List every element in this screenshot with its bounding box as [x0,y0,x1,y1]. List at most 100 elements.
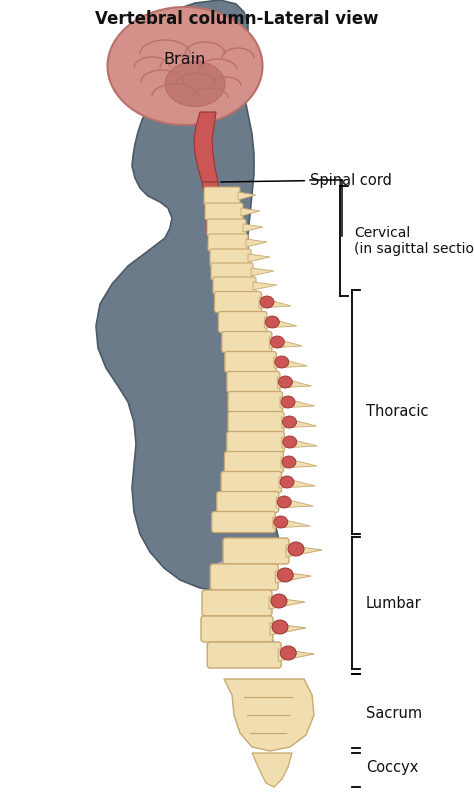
Polygon shape [264,317,297,328]
FancyBboxPatch shape [227,372,280,392]
Ellipse shape [265,316,279,328]
Ellipse shape [234,408,278,416]
Polygon shape [277,377,311,388]
Ellipse shape [209,586,265,595]
Polygon shape [270,623,306,635]
Ellipse shape [108,7,263,125]
Ellipse shape [230,448,278,455]
Polygon shape [273,517,310,528]
Ellipse shape [232,428,279,435]
Ellipse shape [274,516,288,528]
Text: Coccyx: Coccyx [366,760,419,775]
Polygon shape [202,182,218,244]
Ellipse shape [208,216,240,222]
Polygon shape [278,649,314,661]
Polygon shape [286,545,322,557]
FancyBboxPatch shape [202,590,272,616]
FancyBboxPatch shape [204,187,240,205]
FancyBboxPatch shape [223,538,289,564]
Ellipse shape [271,594,287,608]
FancyBboxPatch shape [222,331,272,353]
Polygon shape [243,224,263,232]
Polygon shape [259,297,291,308]
Polygon shape [282,437,317,448]
Ellipse shape [214,638,274,646]
Text: Spinal cord: Spinal cord [221,173,392,188]
Ellipse shape [280,476,294,488]
FancyBboxPatch shape [225,352,276,373]
Polygon shape [279,477,316,488]
Text: Vertebral column-Lateral view: Vertebral column-Lateral view [95,10,379,28]
Ellipse shape [232,369,274,376]
FancyBboxPatch shape [228,412,284,432]
Ellipse shape [227,469,276,475]
FancyBboxPatch shape [201,616,273,642]
Ellipse shape [214,274,249,280]
Text: Sacrum: Sacrum [366,706,422,721]
Ellipse shape [278,376,292,388]
Polygon shape [282,417,317,428]
Ellipse shape [218,509,269,516]
FancyBboxPatch shape [219,311,267,333]
Ellipse shape [270,336,284,348]
Polygon shape [252,753,292,787]
Text: Thoracic: Thoracic [366,404,428,419]
Ellipse shape [288,542,304,556]
Ellipse shape [280,646,296,660]
Polygon shape [269,337,302,348]
Ellipse shape [234,388,277,396]
Ellipse shape [210,231,242,237]
Ellipse shape [275,356,289,368]
FancyBboxPatch shape [224,451,283,473]
FancyBboxPatch shape [212,512,275,533]
Polygon shape [275,571,311,583]
Ellipse shape [283,436,297,448]
Polygon shape [276,497,313,508]
FancyBboxPatch shape [227,431,284,452]
FancyBboxPatch shape [217,491,279,513]
Ellipse shape [277,568,293,582]
Ellipse shape [207,200,237,206]
Ellipse shape [213,260,247,266]
Ellipse shape [283,416,297,428]
Ellipse shape [282,456,296,468]
Polygon shape [224,679,314,751]
FancyBboxPatch shape [221,471,282,493]
Polygon shape [194,112,218,182]
FancyBboxPatch shape [205,203,243,220]
Ellipse shape [272,620,288,634]
Ellipse shape [223,489,273,495]
Text: Lumbar: Lumbar [366,595,422,611]
FancyBboxPatch shape [208,234,248,251]
FancyBboxPatch shape [228,392,283,412]
Polygon shape [241,208,260,216]
Text: Brain: Brain [164,53,206,68]
FancyBboxPatch shape [211,263,253,280]
FancyBboxPatch shape [207,642,281,668]
FancyBboxPatch shape [210,249,251,266]
Ellipse shape [223,309,262,315]
Ellipse shape [230,349,271,356]
Polygon shape [281,457,317,468]
Ellipse shape [277,496,291,508]
FancyBboxPatch shape [213,277,256,294]
Polygon shape [269,597,305,609]
Ellipse shape [227,329,267,335]
Polygon shape [274,357,307,368]
Polygon shape [253,282,277,290]
Polygon shape [251,268,274,276]
Polygon shape [238,192,256,200]
Polygon shape [280,397,315,408]
Ellipse shape [281,396,295,408]
Polygon shape [96,0,280,592]
Ellipse shape [208,611,266,621]
Ellipse shape [217,560,272,568]
FancyBboxPatch shape [215,291,262,313]
Text: Cervical
(in sagittal section): Cervical (in sagittal section) [354,226,474,256]
Ellipse shape [211,246,245,252]
Polygon shape [246,239,267,247]
Polygon shape [248,254,270,262]
FancyBboxPatch shape [207,219,246,236]
Ellipse shape [260,296,274,308]
Ellipse shape [165,61,225,107]
